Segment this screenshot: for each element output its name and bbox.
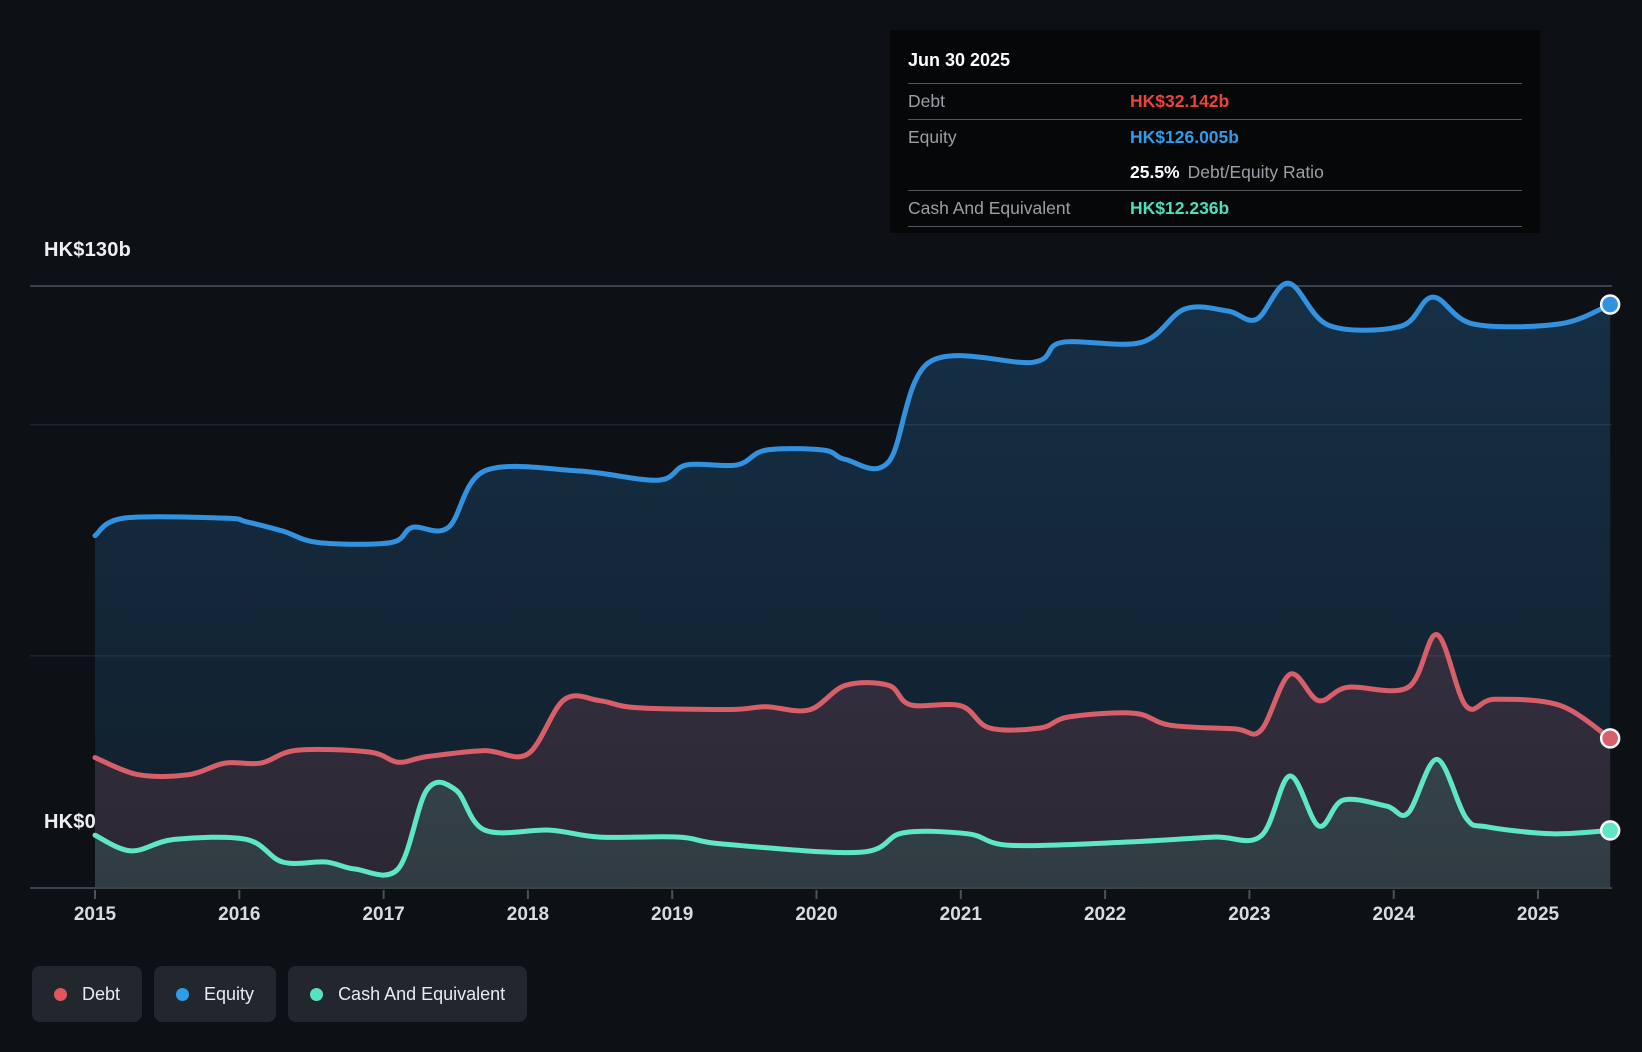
x-axis-label: 2015 bbox=[73, 904, 117, 925]
y-axis-label-zero: HK$0 bbox=[44, 811, 96, 833]
tooltip-ratio-value: 25.5% bbox=[1130, 162, 1180, 182]
x-axis-label: 2025 bbox=[1516, 904, 1560, 925]
debt-endpoint-dot bbox=[1599, 728, 1621, 749]
chart-tooltip: Jun 30 2025 Debt HK$32.142b Equity HK$12… bbox=[890, 30, 1540, 233]
tooltip-equity-label: Equity bbox=[908, 127, 957, 147]
tooltip-debt-label: Debt bbox=[908, 91, 945, 111]
x-axis: 2015 2016 2017 2018 2019 2020 2021 2022 2023 2024… bbox=[0, 904, 1642, 934]
x-axis-label: 2021 bbox=[939, 904, 982, 925]
y-axis-label-max: HK$130b bbox=[44, 239, 131, 261]
legend-item-equity[interactable]: Equity bbox=[154, 966, 277, 1022]
x-axis-label: 2016 bbox=[218, 904, 261, 925]
tooltip-equity-value: HK$126.005b bbox=[1130, 127, 1239, 147]
legend-dot-icon bbox=[54, 987, 67, 1001]
tooltip-cash-label: Cash And Equivalent bbox=[908, 198, 1071, 218]
legend-dot-icon bbox=[176, 987, 190, 1001]
tooltip-row-debt: Debt HK$32.142b bbox=[908, 84, 1522, 120]
legend-item-label: Debt bbox=[82, 983, 121, 1004]
tooltip-row-cash: Cash And Equivalent HK$12.236b bbox=[908, 191, 1522, 227]
legend-item-label: Cash And Equivalent bbox=[338, 983, 506, 1004]
cash-and-equivalent-line bbox=[92, 756, 1613, 878]
legend-item-label: Equity bbox=[204, 983, 255, 1004]
chart-legend: Debt Equity Cash And Equivalent bbox=[32, 966, 528, 1022]
x-axis-label: 2022 bbox=[1083, 904, 1127, 925]
x-axis-label: 2023 bbox=[1228, 904, 1271, 925]
x-axis-label: 2020 bbox=[795, 904, 838, 925]
x-axis-label: 2017 bbox=[362, 904, 405, 925]
tooltip-row-ratio: 25.5% Debt/Equity Ratio bbox=[908, 155, 1522, 191]
tooltip-ratio-label: Debt/Equity Ratio bbox=[1187, 162, 1324, 182]
legend-dot-icon bbox=[310, 987, 324, 1001]
legend-item-debt[interactable]: Debt bbox=[32, 966, 143, 1022]
cash-and-equivalent-endpoint-dot bbox=[1599, 820, 1621, 841]
x-axis-label: 2024 bbox=[1372, 904, 1415, 925]
tooltip-date: Jun 30 2025 bbox=[908, 42, 1522, 84]
cash-and-equivalent-area bbox=[95, 759, 1611, 887]
tooltip-row-equity: Equity HK$126.005b bbox=[908, 120, 1522, 155]
tooltip-cash-value: HK$12.236b bbox=[1130, 198, 1230, 218]
legend-item-cash-and-equivalent[interactable]: Cash And Equivalent bbox=[288, 966, 528, 1022]
equity-line bbox=[92, 280, 1613, 547]
tooltip-debt-value: HK$32.142b bbox=[1130, 91, 1230, 111]
debt-line bbox=[92, 632, 1613, 779]
x-axis-label: 2019 bbox=[651, 904, 694, 925]
x-axis-label: 2018 bbox=[506, 904, 550, 925]
equity-endpoint-dot bbox=[1599, 294, 1621, 315]
